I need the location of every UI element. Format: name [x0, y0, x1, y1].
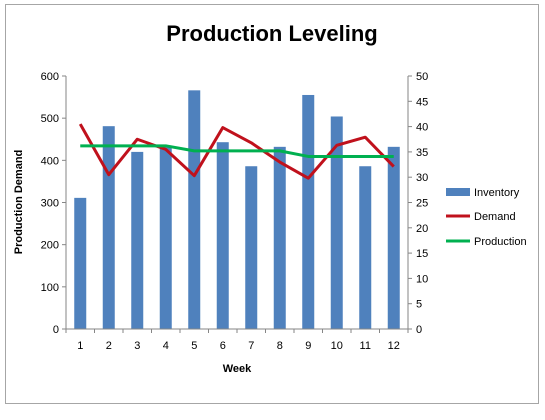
axes-group [65, 76, 409, 330]
bar-inventory-4 [159, 146, 172, 329]
x-tick-label: 12 [388, 340, 400, 352]
y2-tick-label: 25 [416, 198, 428, 210]
y2-tick-label: 0 [416, 324, 422, 336]
legend-label-demand: Demand [474, 211, 516, 223]
bar-inventory-6 [216, 142, 229, 329]
y2-tick-label: 50 [416, 71, 428, 83]
x-tick-label: 7 [248, 340, 254, 352]
y2-tick-label: 45 [416, 96, 428, 108]
x-tick-label: 5 [191, 340, 197, 352]
legend-label-inventory: Inventory [474, 187, 520, 199]
x-tick-label: 3 [134, 340, 140, 352]
ticks-group: 0100200300400500600051015202530354045501… [41, 71, 429, 352]
y2-tick-label: 15 [416, 248, 428, 260]
y-tick-label: 500 [41, 113, 59, 125]
y-axis-title: Production Demand [13, 150, 25, 255]
y2-tick-label: 10 [416, 273, 428, 285]
y-tick-label: 300 [41, 198, 59, 210]
chart: Production Leveling Week Production Dema… [13, 21, 527, 375]
x-tick-label: 1 [77, 340, 83, 352]
x-tick-label: 11 [360, 340, 371, 352]
y-tick-label: 100 [41, 282, 59, 294]
line-production [80, 144, 394, 158]
bar-inventory-1 [74, 197, 87, 329]
bar-inventory-8 [273, 146, 286, 329]
y2-tick-label: 20 [416, 223, 428, 235]
bar-inventory-3 [131, 151, 144, 329]
y2-tick-label: 30 [416, 172, 428, 184]
x-tick-label: 2 [106, 340, 112, 352]
x-tick-label: 6 [220, 340, 226, 352]
lines-group [78, 123, 395, 180]
bar-inventory-9 [302, 94, 315, 329]
y-tick-label: 200 [41, 240, 59, 252]
bar-inventory-12 [387, 146, 400, 329]
y2-tick-label: 40 [416, 122, 428, 134]
y-tick-label: 0 [53, 324, 59, 336]
chart-title: Production Leveling [166, 21, 377, 46]
y2-tick-label: 35 [416, 147, 428, 159]
legend: Inventory Demand Production [446, 187, 527, 248]
x-tick-label: 10 [331, 340, 343, 352]
bar-inventory-11 [359, 166, 372, 329]
y2-tick-label: 5 [416, 299, 422, 311]
y-tick-label: 600 [41, 71, 59, 83]
chart-frame: Production Leveling Week Production Dema… [5, 4, 539, 404]
bar-inventory-5 [188, 90, 201, 329]
bar-inventory-2 [102, 126, 115, 329]
legend-label-production: Production [474, 236, 527, 248]
bar-inventory-10 [330, 116, 343, 329]
y-tick-label: 400 [41, 155, 59, 167]
x-tick-label: 4 [163, 340, 169, 352]
x-tick-label: 9 [305, 340, 311, 352]
bar-inventory-7 [245, 166, 258, 329]
bars-group [74, 90, 400, 329]
legend-swatch-inventory [446, 188, 470, 196]
x-tick-label: 8 [277, 340, 283, 352]
x-axis-title: Week [223, 363, 252, 375]
